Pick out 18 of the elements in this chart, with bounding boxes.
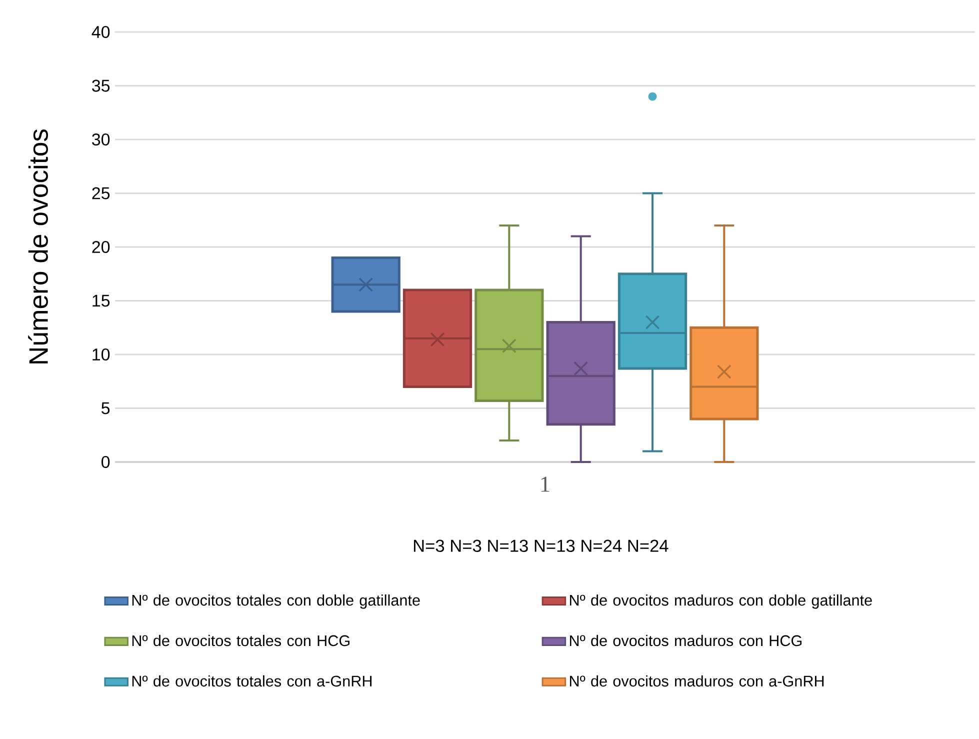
- y-tick-label: 40: [92, 26, 110, 38]
- legend-label: Nº de ovocitos totales con doble gatillante: [132, 594, 420, 609]
- y-tick-label: 30: [92, 133, 110, 146]
- y-axis-title: Número de ovocitos: [28, 129, 48, 364]
- x-tick-label: 1: [541, 476, 550, 492]
- y-tick-label: 15: [92, 294, 110, 307]
- y-tick-label: 35: [92, 80, 110, 92]
- y-tick-label: 20: [92, 240, 110, 254]
- legend-label: Nº de ovocitos totales con a-GnRH: [132, 675, 372, 687]
- y-tick-label: 25: [92, 187, 110, 200]
- y-tick-label: 0: [102, 456, 110, 468]
- x-axis-title: N=3 N=3 N=13 N=13 N=24 N=24: [414, 540, 668, 552]
- y-tick-label: 10: [92, 348, 110, 361]
- legend-label: Nº de ovocitos totales con HCG: [132, 634, 350, 646]
- y-tick-label: 5: [102, 402, 110, 414]
- legend-label: Nº de ovocitos maduros con HCG: [570, 634, 802, 646]
- legend-label: Nº de ovocitos maduros con a-GnRH: [570, 675, 824, 687]
- legend-label: Nº de ovocitos maduros con doble gatillante: [570, 594, 872, 609]
